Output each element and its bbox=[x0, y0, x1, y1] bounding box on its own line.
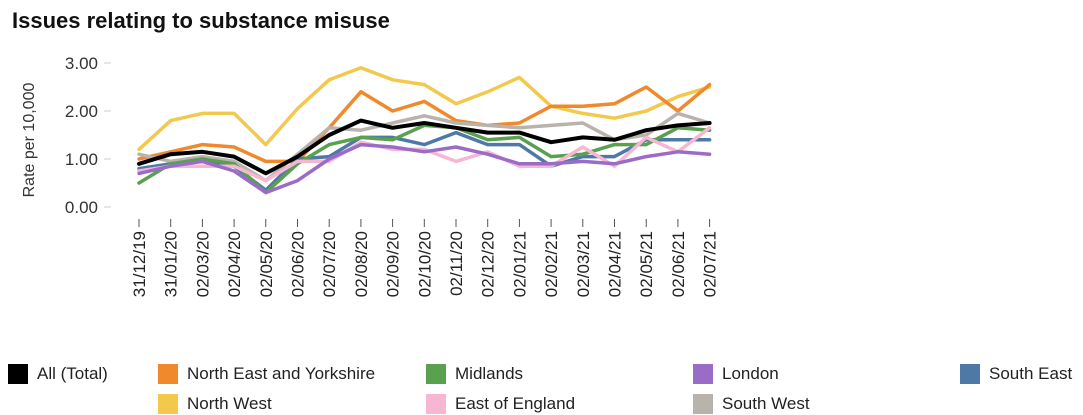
y-axis-label: Rate per 10,000 bbox=[21, 83, 38, 198]
x-tick-label: 02/07/20 bbox=[320, 231, 339, 297]
line-chart: 0.00 1.00 2.00 3.00 31/12/19 31/01/20 02/03/2… bbox=[21, 54, 720, 297]
y-tick-label: 0.00 bbox=[65, 198, 98, 217]
x-tick-label: 02/11/20 bbox=[447, 231, 466, 296]
legend-label: North East and Yorkshire bbox=[187, 364, 376, 383]
legend-swatch bbox=[8, 364, 28, 384]
x-tick-label: 02/02/21 bbox=[542, 231, 561, 297]
legend-label: East of England bbox=[455, 394, 576, 413]
series-line-east-of-england bbox=[137, 126, 712, 183]
x-tick-label: 31/12/19 bbox=[130, 231, 149, 297]
legend-item-midlands[interactable]: Midlands bbox=[426, 364, 523, 384]
legend-label: Midlands bbox=[455, 364, 524, 383]
x-tick-label: 02/06/21 bbox=[669, 231, 688, 297]
legend-swatch bbox=[960, 364, 980, 384]
x-tick-label: 02/01/21 bbox=[510, 231, 529, 297]
series-line-london bbox=[137, 142, 712, 195]
legend-swatch bbox=[693, 364, 713, 384]
y-tick-label: 1.00 bbox=[65, 150, 98, 169]
y-axis: 0.00 1.00 2.00 3.00 bbox=[65, 54, 111, 217]
legend-item-london[interactable]: London bbox=[693, 364, 779, 384]
x-tick-label: 02/12/20 bbox=[479, 231, 498, 297]
legend-item-east-of-england[interactable]: East of England bbox=[426, 394, 575, 414]
x-axis: 31/12/19 31/01/20 02/03/20 02/04/20 02/05/20… bbox=[130, 219, 720, 297]
x-tick-label: 02/05/21 bbox=[637, 231, 656, 297]
legend-label: London bbox=[722, 364, 779, 383]
x-tick-label: 02/05/20 bbox=[257, 231, 276, 297]
legend-item-all-total[interactable]: All (Total) bbox=[8, 364, 108, 384]
x-tick-label: 02/06/20 bbox=[289, 231, 308, 297]
x-tick-label: 02/03/21 bbox=[574, 231, 593, 297]
y-tick-label: 3.00 bbox=[65, 54, 98, 73]
x-tick-label: 02/09/20 bbox=[384, 231, 403, 297]
x-tick-label: 02/04/20 bbox=[225, 231, 244, 297]
legend-label: All (Total) bbox=[37, 364, 108, 383]
x-tick-label: 02/04/21 bbox=[606, 231, 625, 297]
series-lines bbox=[137, 66, 712, 195]
legend-swatch bbox=[158, 364, 178, 384]
x-tick-label: 02/10/20 bbox=[415, 231, 434, 297]
legend-label: South East bbox=[989, 364, 1073, 383]
chart-title: Issues relating to substance misuse bbox=[12, 8, 390, 33]
legend-swatch bbox=[158, 394, 178, 414]
y-tick-label: 2.00 bbox=[65, 102, 98, 121]
legend-item-south-west[interactable]: South West bbox=[693, 394, 810, 414]
legend-swatch bbox=[426, 394, 446, 414]
legend-swatch bbox=[693, 394, 713, 414]
legend-item-north-west[interactable]: North West bbox=[158, 394, 272, 414]
legend-item-north-east-and-yorkshire[interactable]: North East and Yorkshire bbox=[158, 364, 375, 384]
x-tick-label: 02/03/20 bbox=[193, 231, 212, 297]
series-line-north-east-and-yorkshire bbox=[137, 82, 712, 164]
legend-swatch bbox=[426, 364, 446, 384]
legend-label: South West bbox=[722, 394, 810, 413]
series-line-north-west bbox=[137, 66, 712, 152]
legend-item-south-east[interactable]: South East bbox=[960, 364, 1072, 384]
x-tick-label: 02/07/21 bbox=[701, 231, 720, 297]
legend-label: North West bbox=[187, 394, 272, 413]
series-line-all-total bbox=[137, 118, 712, 176]
x-tick-label: 31/01/20 bbox=[162, 231, 181, 297]
x-tick-label: 02/08/20 bbox=[352, 231, 371, 297]
series-line-midlands bbox=[137, 123, 712, 195]
